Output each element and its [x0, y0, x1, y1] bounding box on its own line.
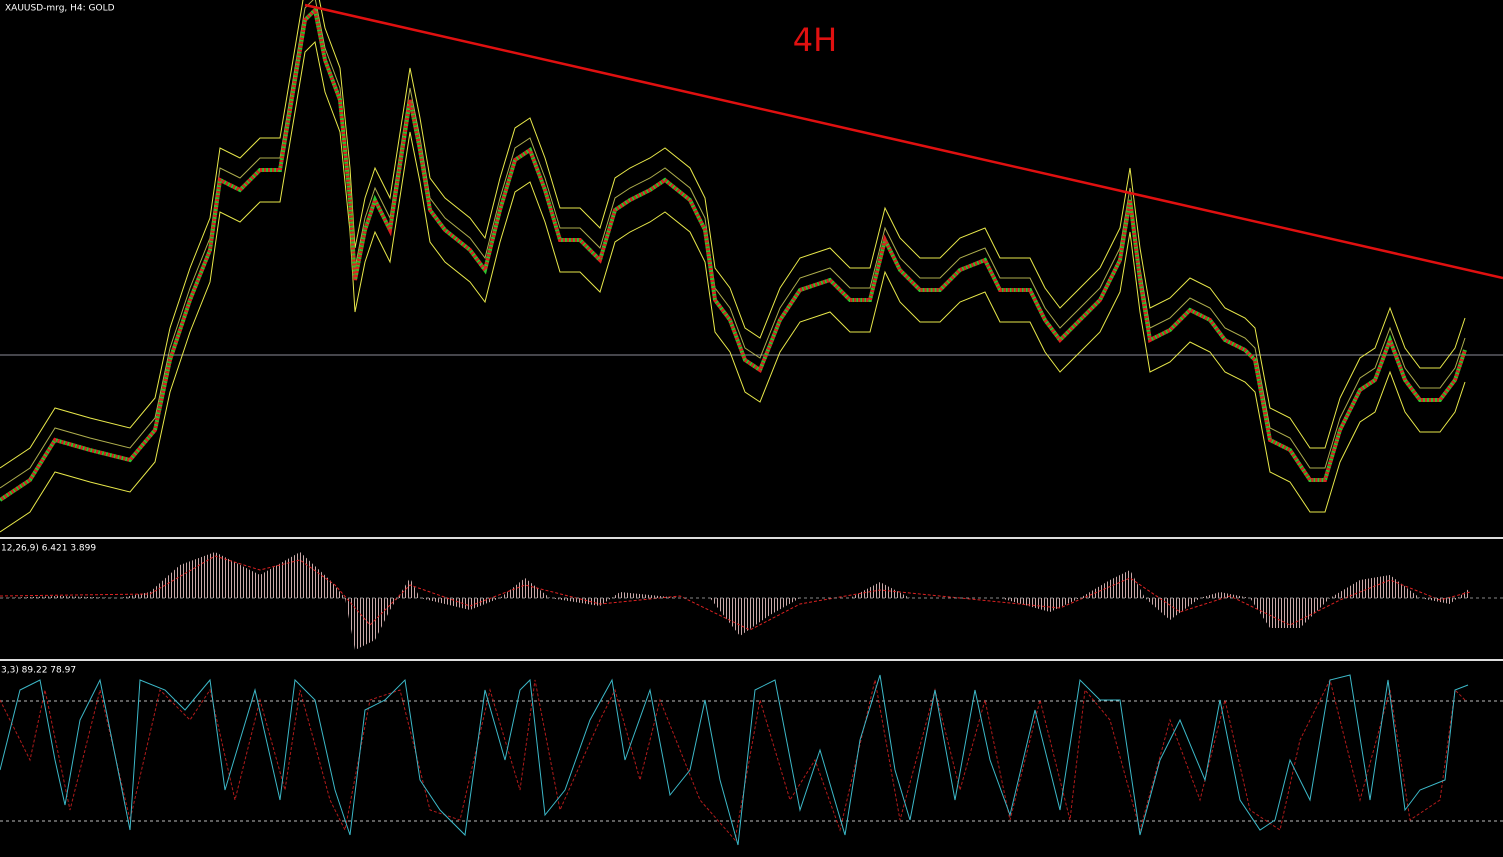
stochastic-label: 3,3) 89.22 78.97 — [1, 666, 76, 676]
stoch-signal — [0, 678, 1466, 842]
macd-label: 12,26,9) 6.421 3.899 — [1, 544, 96, 554]
timeframe-label: 4H — [793, 21, 837, 59]
symbol-label: XAUUSD-mrg, H4: GOLD — [5, 4, 115, 14]
stoch-main — [0, 674, 1469, 846]
macd-histogram — [0, 552, 1470, 650]
trend-line — [304, 3, 1503, 280]
